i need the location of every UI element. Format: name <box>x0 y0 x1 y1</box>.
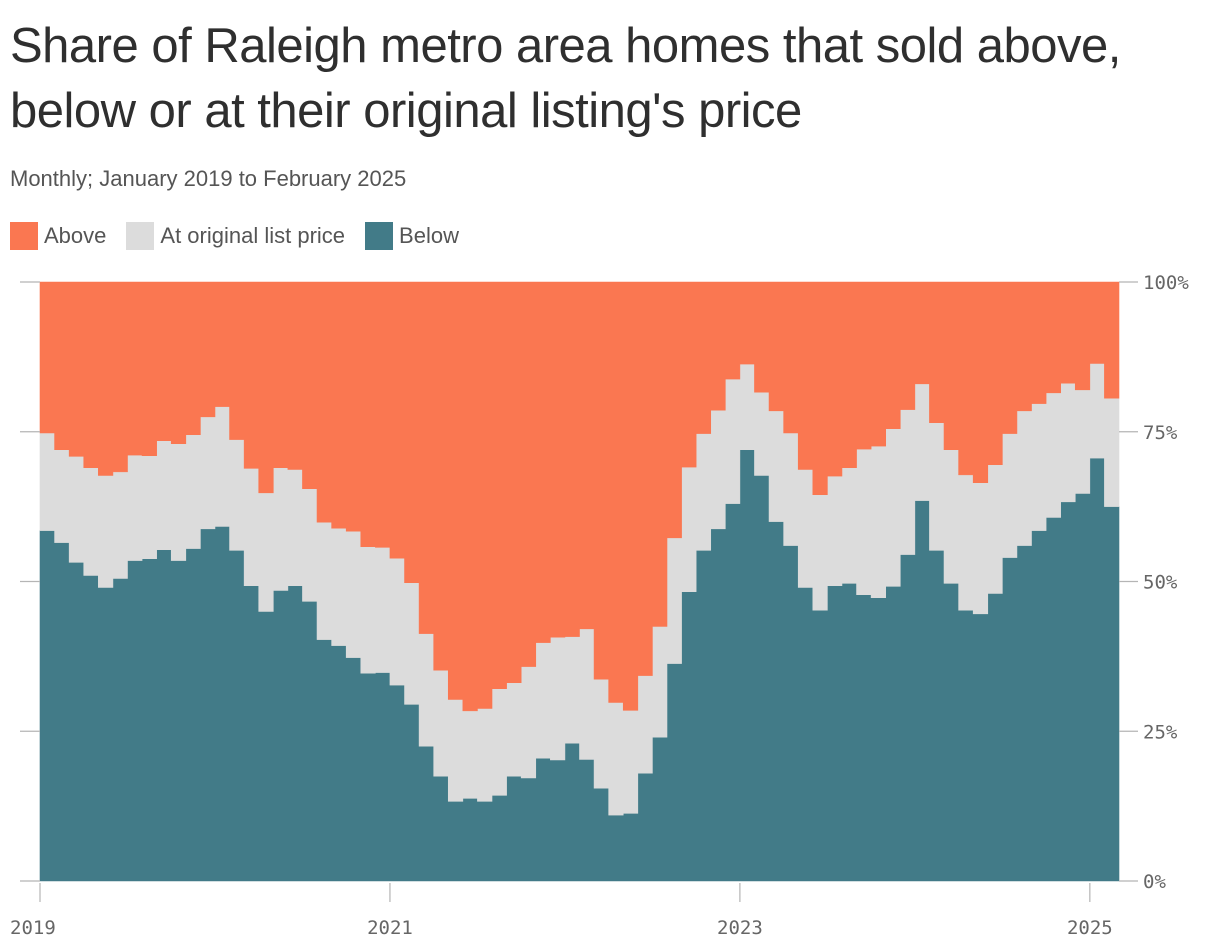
x-tick-label-2019: 2019 <box>10 917 56 939</box>
x-tick-label-2021: 2021 <box>367 917 413 939</box>
legend-item-below: Below <box>365 222 459 250</box>
legend-label-below: Below <box>399 223 459 248</box>
x-tick-label-2023: 2023 <box>717 917 763 939</box>
legend-item-at: At original list price <box>126 222 345 250</box>
y-tick-label-75: 75% <box>1143 422 1178 444</box>
series-area-above <box>39 281 1120 712</box>
legend-label-above: Above <box>44 223 107 248</box>
chart-title: Share of Raleigh metro area homes that s… <box>10 19 1121 138</box>
legend: Above At original list price Below <box>10 222 479 250</box>
y-tick-label-100: 100% <box>1143 272 1189 294</box>
y-tick-label-50: 50% <box>1143 572 1178 594</box>
legend-label-at: At original list price <box>160 223 346 248</box>
chart-subtitle: Monthly; January 2019 to February 2025 <box>10 166 407 191</box>
legend-item-above: Above <box>10 222 106 250</box>
y-tick-label-0: 0% <box>1143 871 1166 893</box>
legend-swatch-at <box>126 222 155 250</box>
y-tick-label-25: 25% <box>1143 721 1178 743</box>
legend-swatch-below <box>365 222 394 250</box>
x-tick-label-2025: 2025 <box>1067 917 1113 939</box>
legend-swatch-above <box>10 222 38 250</box>
